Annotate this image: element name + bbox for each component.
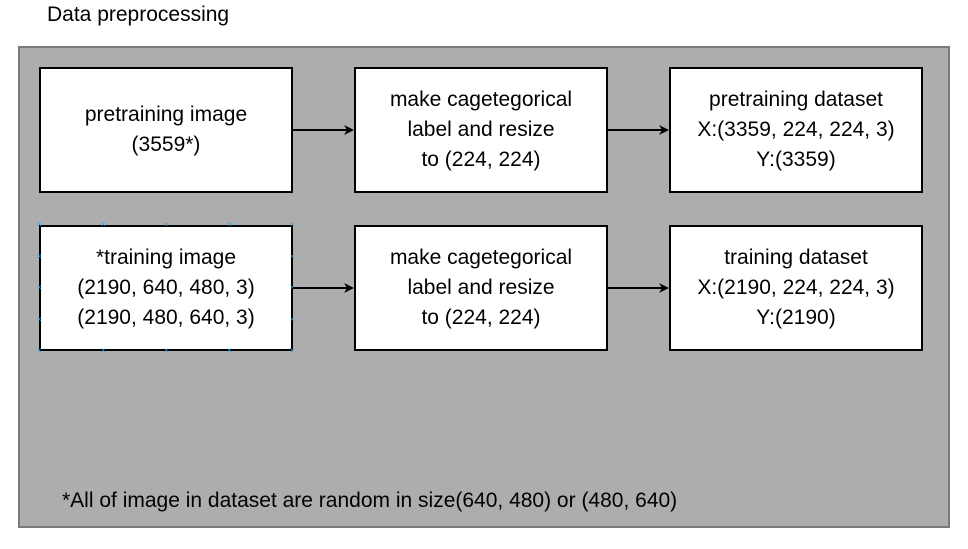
box-text-line: (3559*) bbox=[131, 133, 201, 156]
box-text-line: (2190, 480, 640, 3) bbox=[77, 306, 255, 329]
box-text-line: to (224, 224) bbox=[421, 306, 541, 329]
pretraining-process-box[interactable]: make cagetegorical label and resize to (… bbox=[354, 67, 608, 193]
box-text-line: label and resize bbox=[407, 276, 555, 299]
box-text-line: *training image bbox=[95, 246, 237, 269]
box-text-line: Y:(2190) bbox=[756, 306, 836, 329]
box-text-line: Y:(3359) bbox=[756, 148, 836, 171]
pretraining-image-box[interactable]: pretraining image (3559*) bbox=[39, 67, 293, 193]
box-text-line: make cagetegorical bbox=[389, 88, 573, 111]
box-text-line: label and resize bbox=[407, 118, 555, 141]
box-text-line: pretraining dataset bbox=[709, 88, 883, 111]
box-text-line: to (224, 224) bbox=[421, 148, 541, 171]
box-text-line: (2190, 640, 480, 3) bbox=[77, 276, 255, 299]
training-dataset-box[interactable]: training dataset X:(2190, 224, 224, 3) Y… bbox=[669, 225, 923, 351]
training-process-box[interactable]: make cagetegorical label and resize to (… bbox=[354, 225, 608, 351]
box-text-line: pretraining image bbox=[84, 103, 248, 126]
box-text-line: X:(2190, 224, 224, 3) bbox=[697, 276, 895, 299]
footnote-text: *All of image in dataset are random in s… bbox=[62, 489, 678, 512]
diagram-title: Data preprocessing bbox=[47, 3, 230, 26]
box-text-line: training dataset bbox=[724, 246, 868, 269]
box-text-line: make cagetegorical bbox=[389, 246, 573, 269]
training-image-box[interactable]: *training image (2190, 640, 480, 3) (219… bbox=[39, 225, 293, 351]
box-text-line: X:(3359, 224, 224, 3) bbox=[697, 118, 895, 141]
pretraining-dataset-box[interactable]: pretraining dataset X:(3359, 224, 224, 3… bbox=[669, 67, 923, 193]
